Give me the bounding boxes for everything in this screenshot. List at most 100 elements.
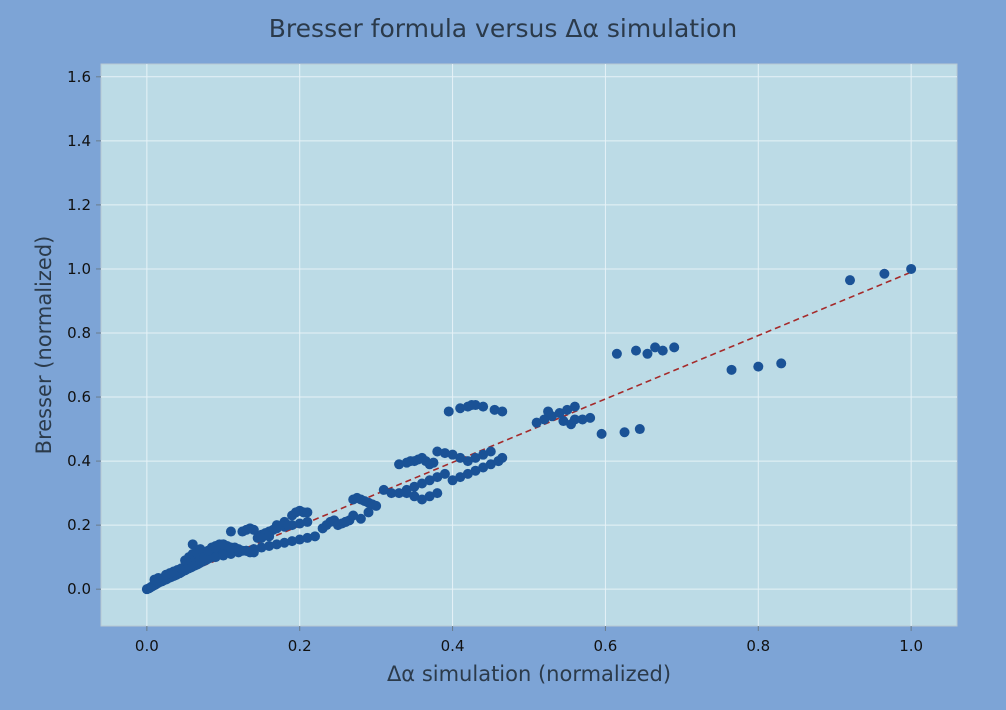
data-point — [478, 462, 489, 473]
x-tick-label: 0.8 — [746, 637, 770, 655]
data-point — [447, 475, 458, 486]
y-tick-label: 1.4 — [67, 132, 91, 150]
data-point — [394, 459, 405, 470]
data-point — [348, 510, 359, 521]
x-tick-label: 0.0 — [135, 637, 159, 655]
fit-line-group — [146, 271, 912, 590]
data-point — [539, 414, 550, 425]
y-tick-label: 1.6 — [67, 68, 91, 86]
data-point — [355, 513, 366, 524]
data-point — [485, 446, 496, 457]
data-point — [302, 516, 313, 527]
y-tick-label: 0.6 — [67, 388, 91, 406]
data-points — [141, 263, 917, 595]
x-tick-label: 0.4 — [441, 637, 465, 655]
data-point — [776, 358, 787, 369]
data-point — [294, 518, 305, 529]
data-point — [428, 457, 439, 468]
data-point — [218, 539, 229, 550]
data-point — [432, 446, 443, 457]
data-point — [256, 542, 267, 553]
data-point — [195, 544, 206, 555]
data-point — [596, 428, 607, 439]
data-point — [394, 488, 405, 499]
data-point — [432, 488, 443, 499]
data-point — [248, 547, 259, 558]
data-point — [879, 268, 890, 279]
data-point — [455, 403, 466, 414]
data-point — [432, 472, 443, 483]
data-point — [455, 472, 466, 483]
data-point — [489, 404, 500, 415]
data-point — [409, 481, 420, 492]
data-point — [203, 545, 213, 556]
data-point — [657, 345, 668, 356]
data-point — [210, 542, 221, 553]
data-point — [287, 536, 298, 547]
data-point — [424, 491, 435, 502]
y-tick-label: 0.2 — [67, 516, 91, 534]
y-axis-label: Bresser (normalized) — [32, 236, 56, 455]
data-point — [187, 539, 198, 550]
data-point — [485, 459, 496, 470]
data-point — [264, 531, 275, 542]
data-point — [462, 468, 473, 479]
data-point — [439, 468, 450, 479]
data-point — [378, 484, 389, 495]
data-point — [256, 532, 267, 543]
x-axis-ticks: 0.0 0.2 0.4 0.6 0.8 1.0 — [135, 626, 923, 655]
data-point — [634, 424, 645, 435]
fit-line — [146, 271, 912, 590]
data-point — [845, 275, 855, 286]
y-tick-label: 1.0 — [67, 260, 91, 278]
data-point — [906, 263, 917, 274]
data-point — [210, 552, 221, 563]
data-point — [611, 348, 622, 359]
data-point — [554, 408, 565, 419]
data-point — [447, 449, 458, 460]
data-point — [271, 520, 282, 531]
x-tick-label: 1.0 — [899, 637, 923, 655]
data-point — [153, 572, 164, 583]
data-point — [417, 494, 427, 505]
y-tick-label: 0.4 — [67, 452, 91, 470]
data-point — [401, 488, 412, 499]
data-point — [225, 526, 236, 537]
y-tick-label: 0.8 — [67, 324, 91, 342]
data-point — [543, 406, 554, 417]
data-point — [478, 449, 489, 460]
chart-title: Bresser formula versus Δα simulation — [268, 14, 738, 43]
data-point — [302, 507, 313, 518]
data-point — [279, 537, 290, 548]
data-point — [726, 364, 737, 375]
data-point — [585, 412, 596, 423]
data-point — [650, 342, 661, 353]
data-point — [470, 465, 481, 476]
data-point — [470, 400, 481, 411]
y-tick-label: 1.2 — [67, 196, 91, 214]
data-point — [443, 406, 454, 417]
data-point — [363, 507, 374, 518]
data-point — [455, 452, 466, 463]
data-point — [386, 488, 397, 499]
data-point — [577, 414, 588, 425]
data-point — [417, 478, 427, 489]
gridlines — [101, 64, 957, 626]
data-point — [669, 342, 680, 353]
data-point — [294, 534, 305, 545]
data-point — [248, 524, 259, 535]
data-point — [558, 416, 569, 427]
data-point — [562, 404, 573, 415]
data-point — [264, 540, 275, 551]
data-point — [753, 361, 764, 372]
data-point — [271, 539, 282, 550]
x-tick-label: 0.2 — [288, 637, 312, 655]
data-point — [340, 516, 351, 527]
data-point — [497, 406, 508, 417]
data-point — [470, 452, 481, 463]
data-point — [371, 500, 382, 511]
y-axis-ticks: 0.0 0.2 0.4 0.6 0.8 1.0 1.2 1.4 1.6 — [67, 68, 101, 598]
data-point — [569, 414, 580, 425]
